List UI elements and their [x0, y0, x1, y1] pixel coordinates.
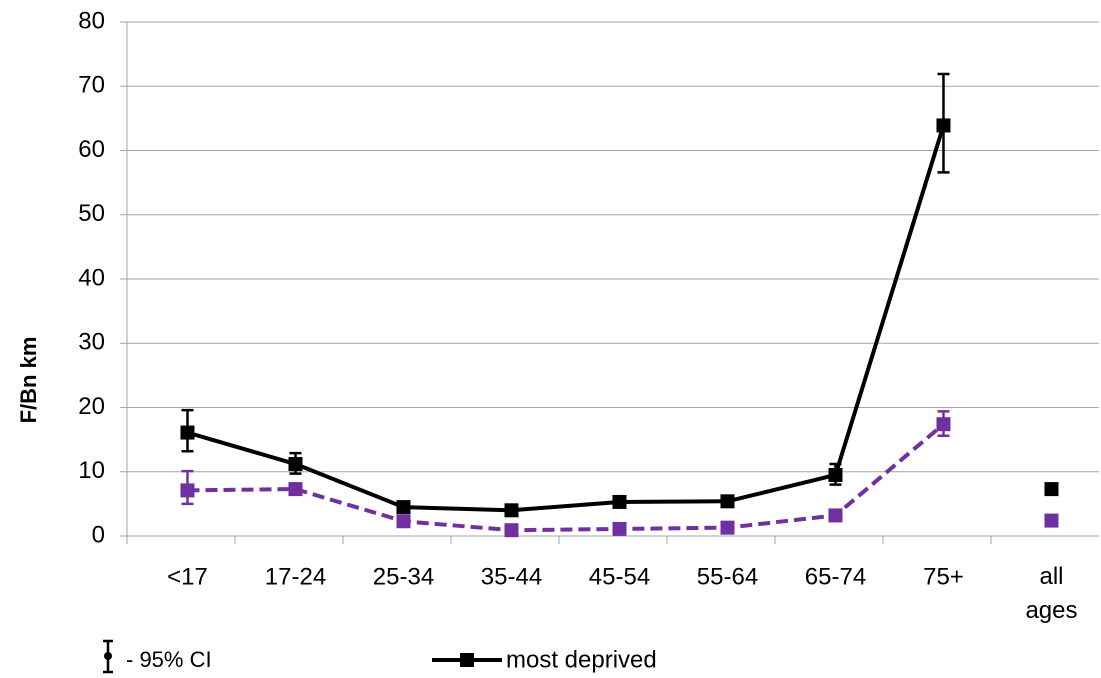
marker	[396, 514, 411, 529]
legend-marker	[460, 653, 474, 667]
y-tick-label: 80	[78, 7, 105, 34]
marker	[720, 520, 735, 535]
marker	[288, 457, 303, 472]
y-tick-label: 10	[78, 457, 105, 484]
marker	[504, 503, 519, 518]
y-tick-label: 40	[78, 264, 105, 291]
marker	[288, 482, 303, 497]
x-tick-label: 75+	[923, 563, 964, 590]
x-tick-label: 35-44	[481, 563, 542, 590]
y-tick-label: 70	[78, 72, 105, 99]
x-tick-label: 45-54	[589, 563, 650, 590]
legend-ci-text: - 95% CI	[126, 647, 212, 672]
marker	[396, 500, 411, 515]
marker	[612, 494, 627, 509]
y-axis-label: F/Bn km	[16, 337, 41, 424]
y-tick-label: 50	[78, 200, 105, 227]
series-line	[187, 422, 945, 533]
y-tick-label: 30	[78, 329, 105, 356]
marker	[180, 425, 195, 440]
series-line	[186, 124, 946, 513]
y-tick-label: 60	[78, 136, 105, 163]
marker	[504, 523, 519, 538]
marker	[936, 417, 951, 432]
legend-ci-dot	[104, 652, 112, 660]
x-tick-label: all ages	[1025, 563, 1077, 624]
y-tick-label: 20	[78, 393, 105, 420]
x-tick-label: <17	[167, 563, 208, 590]
marker	[936, 118, 951, 133]
x-tick-label: 17-24	[265, 563, 326, 590]
marker	[612, 521, 627, 536]
legend-text: most deprived	[506, 646, 657, 673]
marker	[180, 483, 195, 498]
marker	[828, 467, 843, 482]
all-ages-marker	[1044, 482, 1059, 497]
x-tick-label: 65-74	[805, 563, 866, 590]
marker	[720, 494, 735, 509]
x-tick-label: 25-34	[373, 563, 434, 590]
marker	[828, 508, 843, 523]
all-ages-marker	[1044, 513, 1059, 528]
y-tick-label: 0	[92, 521, 105, 548]
x-tick-label: 55-64	[697, 563, 758, 590]
